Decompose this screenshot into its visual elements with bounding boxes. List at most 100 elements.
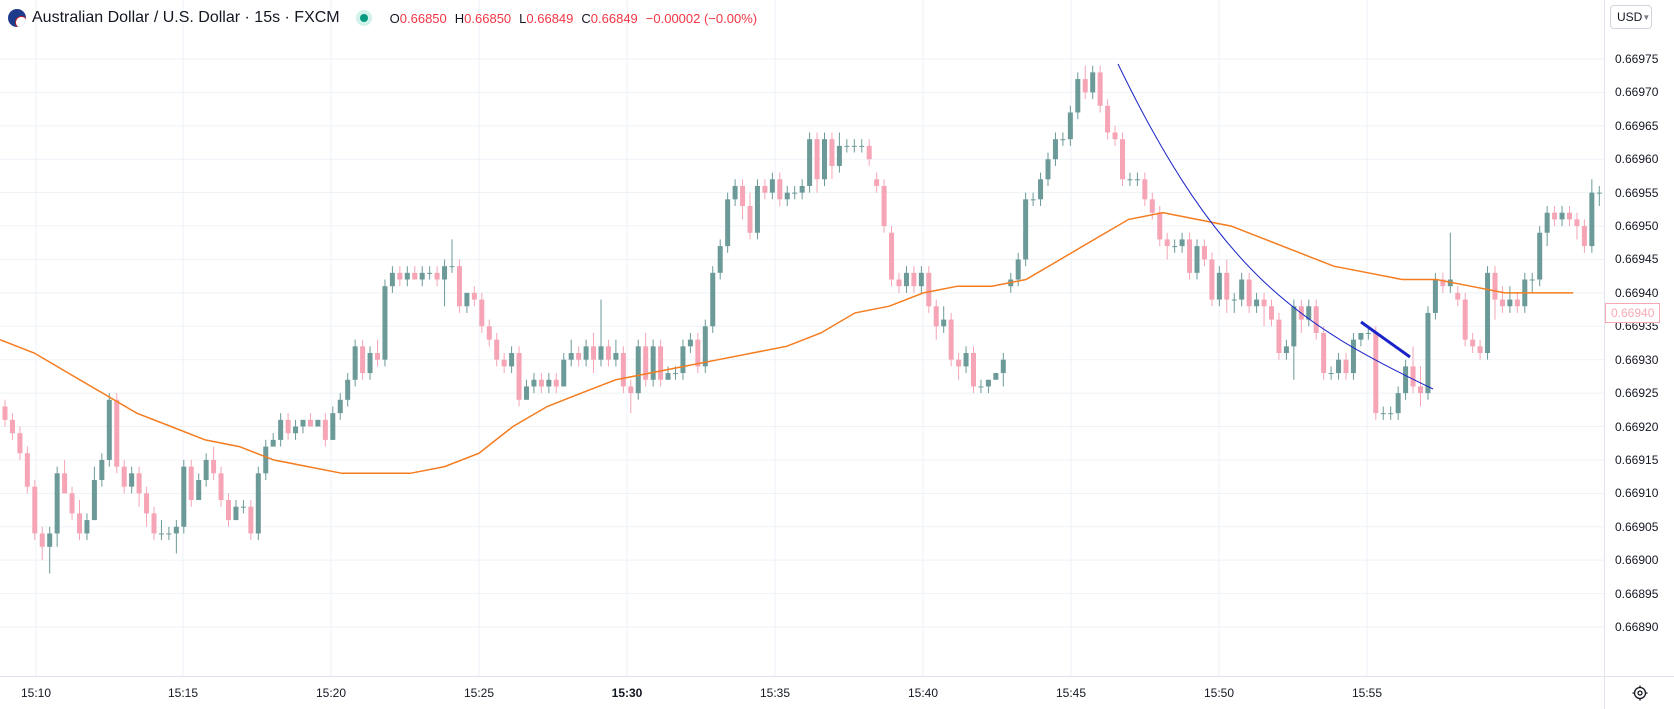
candle-body bbox=[427, 272, 433, 274]
candle-body bbox=[1179, 239, 1185, 247]
candle bbox=[69, 486, 75, 521]
candle bbox=[1507, 286, 1513, 313]
candle bbox=[1559, 206, 1565, 227]
change-value: −0.00002 (−0.00%) bbox=[645, 10, 758, 26]
candle-body bbox=[829, 139, 835, 166]
candle-body bbox=[591, 346, 597, 360]
candle bbox=[762, 179, 768, 200]
symbol-title[interactable]: Australian Dollar / U.S. Dollar · 15s · … bbox=[32, 9, 340, 26]
candle-body bbox=[1432, 279, 1438, 313]
candle bbox=[1336, 353, 1342, 380]
candle-body bbox=[1194, 246, 1200, 273]
candle-body bbox=[1216, 272, 1222, 300]
candle bbox=[1485, 266, 1491, 360]
candle bbox=[1358, 332, 1364, 347]
candle bbox=[1172, 239, 1178, 253]
candle-body bbox=[1529, 279, 1535, 281]
candle-body bbox=[293, 426, 299, 434]
candle-body bbox=[1246, 279, 1252, 307]
candle-body bbox=[665, 373, 671, 380]
candle bbox=[285, 413, 291, 440]
candle-body bbox=[1283, 346, 1289, 354]
candle bbox=[1097, 65, 1103, 113]
candle-body bbox=[181, 466, 187, 527]
candle-body bbox=[106, 399, 112, 460]
candle bbox=[456, 259, 462, 313]
candle bbox=[263, 439, 269, 480]
candle bbox=[337, 393, 343, 420]
candle bbox=[1544, 206, 1550, 247]
candle bbox=[1067, 105, 1073, 146]
candle-body bbox=[1477, 346, 1483, 354]
candle bbox=[1269, 299, 1274, 327]
candle bbox=[851, 139, 857, 153]
candle-body bbox=[918, 272, 924, 287]
candle-body bbox=[1269, 306, 1274, 320]
candle bbox=[315, 419, 321, 427]
candle bbox=[17, 426, 23, 460]
price-tick-label: 0.66970 bbox=[1615, 85, 1659, 100]
time-axis[interactable]: 15:10 15:15 15:20 15:25 15:30 15:35 15:40 15:45… bbox=[0, 676, 1604, 709]
candle-body bbox=[769, 179, 775, 193]
candle-body bbox=[740, 185, 746, 207]
candle bbox=[702, 319, 708, 374]
candle-body bbox=[1000, 359, 1006, 374]
candle bbox=[650, 339, 656, 387]
candle bbox=[1030, 192, 1036, 207]
market-status-icon[interactable] bbox=[355, 10, 372, 26]
candle bbox=[747, 192, 753, 240]
candle-body bbox=[47, 533, 53, 547]
drawn-trend-line[interactable] bbox=[1360, 320, 1411, 359]
candle bbox=[1596, 185, 1602, 207]
candle-body bbox=[1470, 339, 1476, 347]
close-value: 0.66849 bbox=[590, 10, 638, 26]
candle bbox=[687, 332, 693, 354]
candle-body bbox=[1052, 139, 1058, 160]
candle bbox=[889, 226, 895, 287]
candle-body bbox=[710, 272, 716, 327]
candle bbox=[9, 413, 15, 440]
candle bbox=[993, 373, 999, 380]
candle-body bbox=[844, 145, 850, 147]
candle bbox=[1283, 339, 1289, 360]
candle bbox=[77, 500, 82, 541]
price-chart[interactable] bbox=[0, 0, 1604, 676]
candle-body bbox=[91, 479, 97, 521]
candle-body bbox=[1365, 332, 1371, 334]
price-axis[interactable]: 0.66975 0.66970 0.66965 0.66960 0.66955 0.669… bbox=[1604, 0, 1674, 676]
candle-body bbox=[494, 339, 500, 360]
price-tick-label: 0.66955 bbox=[1615, 185, 1659, 200]
candle-body bbox=[456, 266, 462, 307]
drawn-curve-line[interactable] bbox=[1117, 63, 1434, 390]
candle bbox=[583, 339, 589, 367]
candle-body bbox=[985, 379, 991, 387]
price-tick-label: 0.66945 bbox=[1615, 252, 1659, 267]
candle bbox=[434, 266, 440, 287]
candle bbox=[1052, 132, 1058, 166]
candle-body bbox=[673, 373, 678, 375]
close-key: C bbox=[581, 10, 591, 26]
candle bbox=[1023, 192, 1029, 267]
candle bbox=[255, 466, 261, 541]
candle-body bbox=[628, 386, 634, 394]
price-tick-label: 0.66940 bbox=[1615, 285, 1659, 300]
candle-body bbox=[1380, 413, 1386, 415]
chart-pane[interactable]: Australian Dollar / U.S. Dollar · 15s · … bbox=[0, 0, 1604, 676]
candle bbox=[836, 132, 842, 173]
time-tick-label: 15:30 bbox=[611, 686, 643, 700]
candle-body bbox=[799, 185, 805, 193]
candle-body bbox=[1499, 299, 1505, 307]
candle bbox=[1224, 259, 1230, 313]
candle-body bbox=[1544, 212, 1550, 233]
candle-body bbox=[226, 500, 231, 521]
candle-body bbox=[1455, 292, 1461, 300]
candle-body bbox=[1231, 299, 1237, 301]
axis-settings-button[interactable] bbox=[1604, 676, 1674, 709]
candle-body bbox=[1462, 299, 1468, 340]
candle bbox=[1567, 206, 1572, 227]
time-tick-label: 15:35 bbox=[759, 686, 791, 700]
candle-body bbox=[1507, 299, 1513, 307]
currency-selector[interactable]: USD ▼ bbox=[1610, 5, 1652, 29]
candle-body bbox=[822, 139, 827, 180]
candle-body bbox=[1581, 226, 1587, 247]
